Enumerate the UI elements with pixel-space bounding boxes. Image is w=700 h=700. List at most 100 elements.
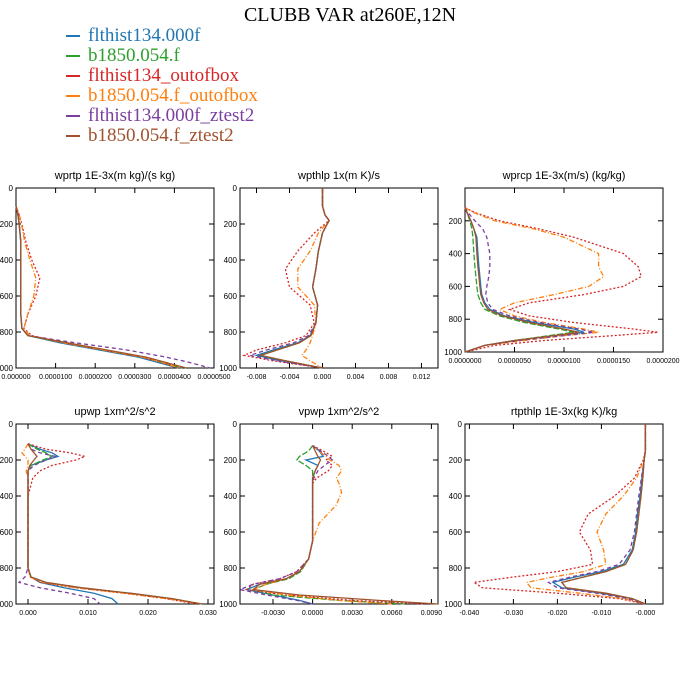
legend-label: b1850.054.f xyxy=(88,45,180,66)
x-tick-label: 0.004 xyxy=(347,374,365,381)
y-tick-label: 600 xyxy=(449,528,463,537)
series-line-5 xyxy=(17,443,101,605)
legend-item: flthist134_outofbox xyxy=(66,65,258,86)
plot-frame xyxy=(464,423,664,605)
x-tick-label: 0.000 xyxy=(314,374,332,381)
x-tick-label: -0.0030 xyxy=(261,610,285,617)
series-line-1 xyxy=(15,205,179,369)
legend-line-icon xyxy=(66,55,80,57)
y-tick-label: 400 xyxy=(0,256,14,265)
y-tick-label: 200 xyxy=(449,217,463,226)
x-tick-label: 0.0000100 xyxy=(39,374,72,381)
y-tick-label: 800 xyxy=(0,564,14,573)
y-tick-label: 400 xyxy=(224,492,238,501)
series-line-6 xyxy=(15,205,187,369)
x-tick-label: -0.020 xyxy=(547,610,567,617)
panel-title: upwp 1xm^2/s^2 xyxy=(74,406,155,418)
x-tick-label: -0.040 xyxy=(459,610,479,617)
legend-item: flthist134.000f xyxy=(66,25,258,46)
legend-line-icon xyxy=(66,35,80,37)
series-line-1 xyxy=(551,424,647,605)
legend-item: b1850.054.f_outofbox xyxy=(66,85,258,106)
x-tick-label: 0.0000200 xyxy=(79,374,112,381)
plot-panel-3: wprcp 1E-3x(m/s) (kg/kg) 200 400 600 800 1000… xyxy=(444,170,679,365)
panel-title: wpthlp 1x(m K)/s xyxy=(297,170,380,182)
legend-label: flthist134.000f_ztest2 xyxy=(88,105,255,126)
legend-line-icon xyxy=(66,75,80,77)
y-tick-label: 400 xyxy=(0,492,14,501)
y-tick-label: 800 xyxy=(449,564,463,573)
y-tick-label: 200 xyxy=(224,456,238,465)
y-tick-label: 200 xyxy=(0,456,14,465)
x-tick-label: 0.0000500 xyxy=(197,374,230,381)
figure-title: CLUBB VAR at260E,12N xyxy=(243,4,457,26)
y-tick-label: 1000 xyxy=(0,600,14,609)
y-tick-label: 0 xyxy=(9,184,14,193)
plot-panel-5: vpwp 1xm^2/s^2 0 200 400 600 800 1000 -0.0030 0.… xyxy=(219,406,442,617)
y-tick-label: 400 xyxy=(449,250,463,259)
y-tick-label: 0 xyxy=(233,184,238,193)
legend-line-icon xyxy=(66,135,80,137)
x-tick-label: 0.0060 xyxy=(381,610,403,617)
x-tick-label: 0.030 xyxy=(199,610,217,617)
series-line-6 xyxy=(560,424,647,605)
series-line-5 xyxy=(15,205,211,369)
x-tick-label: 0.0000 xyxy=(302,610,324,617)
series-line-6 xyxy=(464,207,580,353)
series-line-2 xyxy=(258,188,330,369)
x-tick-label: 0.000000 xyxy=(1,374,30,381)
x-tick-label: 0.012 xyxy=(413,374,431,381)
y-tick-label: 0 xyxy=(233,420,238,429)
series-line-3 xyxy=(464,207,659,353)
legend-item: b1850.054.f xyxy=(66,45,258,66)
series-line-6 xyxy=(27,443,203,605)
x-tick-label: -0.000 xyxy=(635,610,655,617)
x-tick-label: 0.0000300 xyxy=(118,374,151,381)
plot-panel-1: wprtp 1E-3x(m kg)/(s kg) 0 200 400 600 800 100… xyxy=(0,170,231,381)
y-tick-label: 600 xyxy=(0,528,14,537)
y-tick-label: 600 xyxy=(449,282,463,291)
plot-frame xyxy=(15,423,215,605)
plot-frame xyxy=(239,423,439,605)
panel-title: wprcp 1E-3x(m/s) (kg/kg) xyxy=(502,170,626,182)
y-tick-label: 400 xyxy=(449,492,463,501)
legend: flthist134.000f b1850.054.f flthist134_o… xyxy=(66,25,258,146)
y-tick-label: 1000 xyxy=(219,600,237,609)
x-tick-label: 0.0090 xyxy=(421,610,443,617)
legend-label: b1850.054.f_ztest2 xyxy=(88,125,234,146)
x-tick-label: 0.020 xyxy=(139,610,157,617)
y-tick-label: 600 xyxy=(0,292,14,301)
y-tick-label: 600 xyxy=(224,292,238,301)
x-tick-label: 0.0030 xyxy=(341,610,363,617)
y-tick-label: 800 xyxy=(0,328,14,337)
y-tick-label: 800 xyxy=(224,564,238,573)
panel-title: vpwp 1xm^2/s^2 xyxy=(299,406,380,418)
x-tick-label: 0.0000050 xyxy=(498,358,531,365)
series-line-6 xyxy=(258,188,330,369)
series-line-6 xyxy=(251,445,439,605)
legend-line-icon xyxy=(66,115,80,117)
y-tick-label: 800 xyxy=(449,315,463,324)
y-tick-label: 600 xyxy=(224,528,238,537)
y-tick-label: 200 xyxy=(0,220,14,229)
series-line-3 xyxy=(241,188,330,369)
series-line-1 xyxy=(254,188,330,369)
plot-frame xyxy=(15,187,215,369)
y-tick-label: 0 xyxy=(458,420,463,429)
plot-frame xyxy=(239,187,439,369)
series-line-4 xyxy=(250,445,392,605)
series-line-4 xyxy=(15,205,179,369)
series-line-1 xyxy=(27,443,119,605)
x-tick-label: -0.008 xyxy=(247,374,267,381)
series-line-2 xyxy=(464,207,575,353)
series-line-3 xyxy=(27,443,197,605)
series-line-2 xyxy=(27,443,203,605)
y-tick-label: 400 xyxy=(224,256,238,265)
series-line-3 xyxy=(245,445,425,605)
plot-panel-2: wpthlp 1x(m K)/s 0 200 400 600 800 1000 -0.008 -… xyxy=(219,170,439,381)
panel-title: wprtp 1E-3x(m kg)/(s kg) xyxy=(54,170,175,182)
x-tick-label: -0.030 xyxy=(503,610,523,617)
plot-panel-4: upwp 1xm^2/s^2 0 200 400 600 800 1000 0.000 0.01… xyxy=(0,406,217,617)
x-tick-label: 0.000 xyxy=(19,610,37,617)
